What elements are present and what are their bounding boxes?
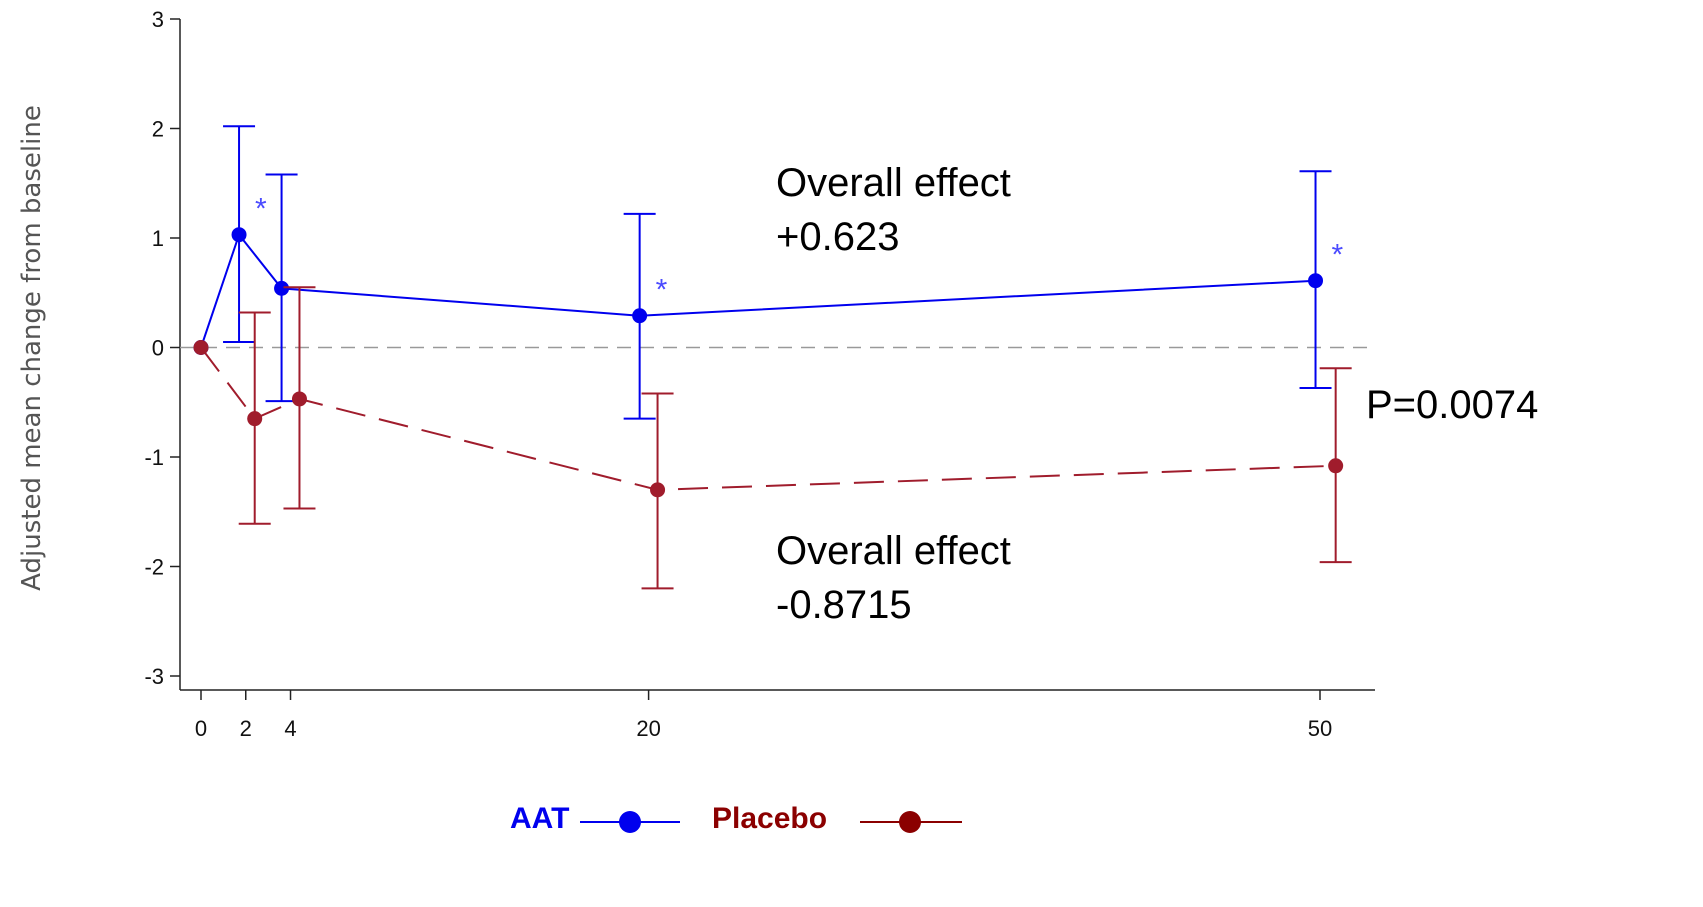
placebo-effect-title: Overall effect bbox=[776, 529, 1011, 573]
data-point bbox=[247, 411, 263, 427]
legend-label-placebo: Placebo bbox=[712, 802, 827, 835]
axes: 3 2 1 0 -1 -2 -3 0 2 4 20 50 bbox=[144, 7, 1375, 741]
y-tick-label: -1 bbox=[144, 445, 164, 470]
y-axis-label: Adjusted mean change from baseline bbox=[17, 105, 47, 591]
aat-effect-title: Overall effect bbox=[776, 161, 1011, 205]
y-tick-label: 3 bbox=[152, 7, 164, 32]
data-point bbox=[274, 280, 290, 296]
data-point bbox=[231, 227, 247, 243]
placebo-effect-value: -0.8715 bbox=[776, 583, 912, 627]
data-point bbox=[1308, 273, 1324, 289]
series-layer: * * * bbox=[193, 125, 1352, 590]
x-tick-label: 20 bbox=[636, 716, 660, 741]
x-tick-label: 4 bbox=[284, 716, 296, 741]
legend: AAT Placebo bbox=[510, 802, 962, 835]
data-point bbox=[1328, 458, 1344, 474]
series-aat: * * * bbox=[193, 125, 1344, 420]
y-tick-label: -2 bbox=[144, 555, 164, 580]
data-point bbox=[650, 482, 666, 498]
y-tick-label: 0 bbox=[152, 336, 164, 361]
data-point bbox=[632, 308, 648, 324]
data-point bbox=[193, 340, 209, 355]
series-line bbox=[200, 346, 1336, 491]
legend-label-aat: AAT bbox=[510, 802, 569, 835]
p-value-label: P=0.0074 bbox=[1366, 383, 1538, 427]
significance-marker: * bbox=[656, 274, 668, 307]
aat-effect-value: +0.623 bbox=[776, 215, 899, 259]
legend-marker-aat bbox=[619, 811, 641, 833]
data-point bbox=[291, 391, 307, 407]
x-tick-label: 50 bbox=[1308, 716, 1332, 741]
significance-marker: * bbox=[1332, 239, 1344, 272]
series-line bbox=[200, 232, 1316, 348]
series-placebo bbox=[193, 286, 1352, 590]
y-tick-label: -3 bbox=[144, 664, 164, 689]
x-tick-label: 0 bbox=[195, 716, 207, 741]
significance-marker: * bbox=[255, 193, 267, 226]
legend-marker-placebo bbox=[899, 811, 921, 833]
x-tick-label: 2 bbox=[240, 716, 252, 741]
y-tick-label: 2 bbox=[152, 117, 164, 142]
y-tick-label: 1 bbox=[152, 226, 164, 251]
